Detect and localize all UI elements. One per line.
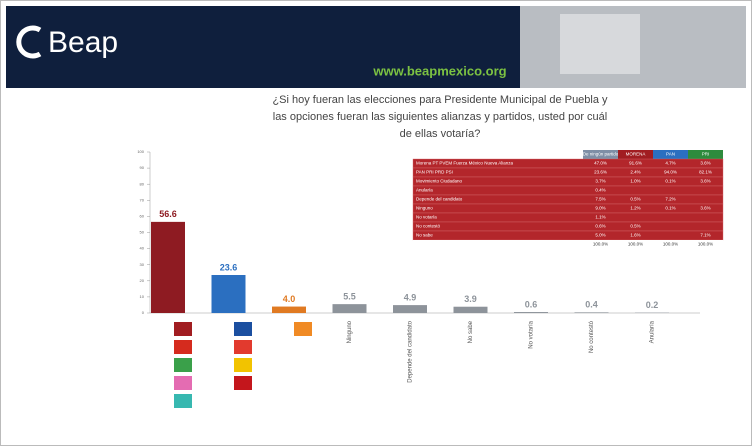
table-row-label: PAN PRI PRD PSI <box>416 170 453 175</box>
table-header: De ningún partido <box>583 152 619 157</box>
table-header: PAN <box>666 152 675 157</box>
bar <box>151 221 185 313</box>
value-label: 4.0 <box>283 294 296 304</box>
table-row-label: No votaría <box>416 215 437 220</box>
table-row <box>412 230 724 241</box>
bar <box>272 306 306 313</box>
chart-title: ¿Si hoy fueran las elecciones para Presi… <box>272 94 608 140</box>
table-row-label: Ninguno <box>416 206 433 211</box>
y-tick-label: 60 <box>140 213 145 218</box>
value-label: 23.6 <box>220 262 238 272</box>
y-tick-label: 0 <box>142 310 145 315</box>
y-tick-label: 70 <box>140 197 145 202</box>
value-label: 3.9 <box>464 294 477 304</box>
table-cell: 4.7% <box>665 161 675 166</box>
table-cell: 94.0% <box>664 170 677 175</box>
y-tick-label: 90 <box>140 165 145 170</box>
table-cell: 0.4% <box>595 188 605 193</box>
bar <box>393 305 427 313</box>
table-row-label: Depende del candidato <box>416 197 463 202</box>
table-cell: 1.1% <box>595 215 605 220</box>
table-cell: 0.6% <box>595 224 605 229</box>
logo-text: Beap <box>48 26 118 59</box>
y-tick-label: 50 <box>140 230 145 235</box>
value-label: 4.9 <box>404 292 417 302</box>
website: www.beapmexico.org <box>372 63 506 78</box>
bar <box>514 312 548 313</box>
header-image-detail <box>560 14 640 74</box>
y-tick-label: 100 <box>137 149 144 154</box>
table-header-cell <box>653 150 688 159</box>
table-cell: 1.2% <box>630 206 640 211</box>
table-cell: 5.0% <box>595 233 605 238</box>
table-cell: 3.7% <box>595 179 605 184</box>
value-label: 0.6 <box>525 299 538 309</box>
table-cell: 3.6% <box>700 179 710 184</box>
x-tick-label: No sabe <box>468 320 474 343</box>
table-cell: 3.6% <box>700 161 710 166</box>
value-label: 56.6 <box>159 209 177 219</box>
y-tick-label: 30 <box>140 262 145 267</box>
bar <box>332 304 367 313</box>
table-cell: 7.2% <box>665 197 675 202</box>
bar <box>453 306 488 313</box>
table-row <box>412 212 724 223</box>
table-cell: 100.0% <box>593 242 608 247</box>
table-cell: 7.1% <box>700 233 710 238</box>
y-tick-label: 10 <box>140 294 145 299</box>
table-cell: 7.5% <box>595 197 605 202</box>
table-row-label: No contestó <box>416 224 441 229</box>
table-row <box>412 203 724 214</box>
x-tick-label: No votaría <box>529 320 535 348</box>
table-cell: 9.0% <box>595 206 605 211</box>
x-tick-label: Ninguno <box>347 320 353 343</box>
table-row-label: Anularía <box>416 188 433 193</box>
table-header: MORENA <box>626 152 646 157</box>
table-row-label: Movimiento Ciudadano <box>416 179 463 184</box>
table-cell: 100.0% <box>663 242 678 247</box>
table-cell: 91.6% <box>629 161 642 166</box>
y-tick-label: 80 <box>140 181 145 186</box>
table-header: PRI <box>702 152 710 157</box>
table-cell: 0.1% <box>665 179 675 184</box>
table-cell: 0.5% <box>630 224 640 229</box>
value-label: 0.2 <box>646 300 659 310</box>
table-row-label: No sabe <box>416 233 433 238</box>
y-tick-label: 20 <box>140 278 145 283</box>
value-label: 0.4 <box>585 300 598 310</box>
table-row <box>412 185 724 196</box>
table-cell: 3.6% <box>700 206 710 211</box>
table-cell: 1.0% <box>630 179 640 184</box>
logo-icon <box>16 25 42 59</box>
table-header-cell <box>688 150 723 159</box>
table-cell: 100.0% <box>698 242 713 247</box>
table-header-cell <box>618 150 653 159</box>
table-cell: 100.0% <box>628 242 643 247</box>
table-cell: 47.0% <box>594 161 607 166</box>
table-cell: 0.5% <box>630 197 640 202</box>
logos <box>174 322 312 408</box>
table-cell: 23.6% <box>594 170 607 175</box>
value-label: 5.5 <box>343 292 356 302</box>
table-row <box>413 240 723 249</box>
table-cell: 82.1% <box>699 170 712 175</box>
y-tick-label: 40 <box>140 246 145 251</box>
table-header-cell <box>583 150 618 159</box>
bar <box>211 275 246 313</box>
table-cell: 2.4% <box>630 170 640 175</box>
x-tick-label: No contestó <box>589 320 595 353</box>
x-tick-label: Anularía <box>650 320 656 343</box>
table-row <box>412 221 724 232</box>
table-cell: 1.6% <box>630 233 640 238</box>
table-row-label: Morena PT PVEM Fuerza México Nueva Alian… <box>416 161 513 166</box>
bar <box>574 312 609 313</box>
x-tick-label: Depende del candidato <box>408 320 414 382</box>
table-cell: 0.1% <box>665 206 675 211</box>
